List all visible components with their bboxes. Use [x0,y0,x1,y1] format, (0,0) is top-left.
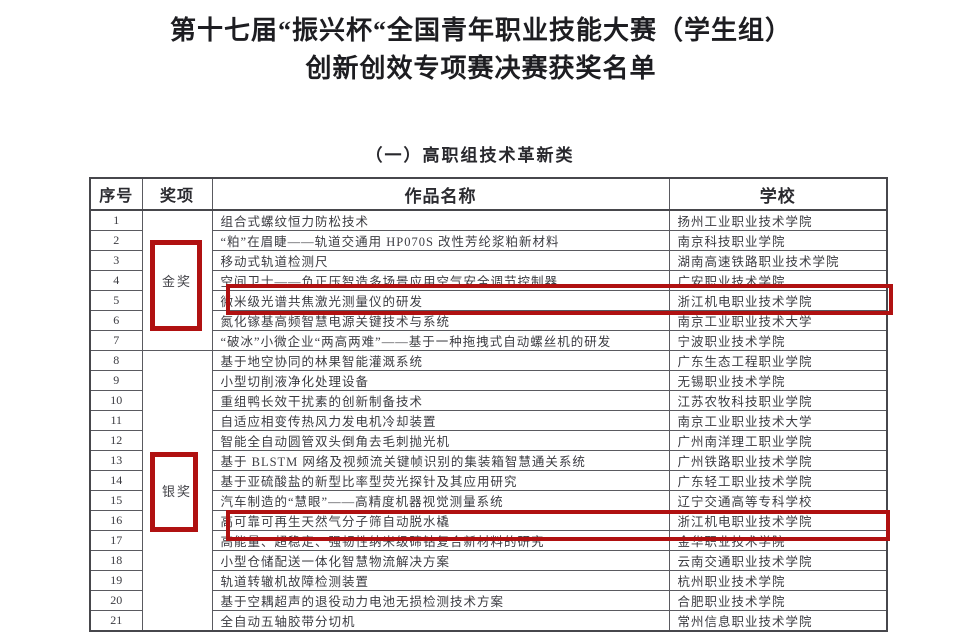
work-name-cell: 高能量、超稳定、强韧性纳米级碲钴复合新材料的研究 [211,530,670,551]
document-title: 第十七届“振兴杯“全国青年职业技能大赛（学生组） 创新创效专项赛决赛获奖名单 [0,12,962,88]
work-name-cell: 小型仓储配送一体化智慧物流解决方案 [211,550,670,571]
row-number-cell: 1 [89,209,143,231]
row-number-cell: 7 [89,330,143,351]
work-name-cell: 微米级光谱共焦激光测量仪的研发 [211,290,670,311]
work-name-cell: 自适应相变传热风力发电机冷却装置 [211,410,670,431]
school-cell: 扬州工业职业技术学院 [668,209,888,231]
work-name-cell: 小型切削液净化处理设备 [211,370,670,391]
school-cell: 广安职业技术学院 [668,270,888,291]
table-row: 2 “粕”在眉睫——轨道交通用 HP070S 改性芳纶浆粕新材料 南京科技职业学院 [89,230,888,251]
section-heading: （一）高职组技术革新类 [365,146,575,165]
school-cell: 广州南洋理工职业学院 [668,430,888,451]
row-number-cell: 5 [89,290,143,311]
school-cell: 宁波职业技术学院 [668,330,888,351]
school-cell: 湖南高速铁路职业技术学院 [668,250,888,271]
work-name-cell: “粕”在眉睫——轨道交通用 HP070S 改性芳纶浆粕新材料 [211,230,670,251]
school-cell: 浙江机电职业技术学院 [668,510,888,531]
work-name-cell: 基于地空协同的林果智能灌溉系统 [211,350,670,371]
table-row: 19 轨道转辙机故障检测装置 杭州职业技术学院 [89,570,888,591]
school-cell: 辽宁交通高等专科学校 [668,490,888,511]
row-number-cell: 4 [89,270,143,291]
table-row: 10 重组鸭长效干扰素的创新制备技术 江苏农牧科技职业学院 [89,390,888,411]
school-cell: 金华职业技术学院 [668,530,888,551]
table-row: 12 智能全自动圆管双头倒角去毛刺抛光机 广州南洋理工职业学院 [89,430,888,451]
work-name-cell: 空间卫士——负正压智造多场景应用空气安全调节控制器 [211,270,670,291]
work-name-cell: 组合式螺纹恒力防松技术 [211,209,670,231]
row-number-cell: 10 [89,390,143,411]
table-row: 9 小型切削液净化处理设备 无锡职业技术学院 [89,370,888,391]
work-name-cell: 高可靠可再生天然气分子筛自动脱水橇 [211,510,670,531]
column-header-work-name: 作品名称 [211,177,670,211]
school-cell: 杭州职业技术学院 [668,570,888,591]
table-row: 20 基于空耦超声的退役动力电池无损检测技术方案 合肥职业技术学院 [89,590,888,611]
school-cell: 常州信息职业技术学院 [668,610,888,632]
awards-table-body: 1 金奖 组合式螺纹恒力防松技术 扬州工业职业技术学院 2 “粕”在眉睫——轨道交通用 H… [89,209,888,632]
row-number-cell: 21 [89,610,143,632]
school-cell: 南京工业职业技术大学 [668,410,888,431]
work-name-cell: 基于空耦超声的退役动力电池无损检测技术方案 [211,590,670,611]
table-row: 21 全自动五轴胶带分切机 常州信息职业技术学院 [89,610,888,632]
work-name-cell: 基于 BLSTM 网络及视频流关键帧识别的集装箱智慧通关系统 [211,450,670,471]
row-number-cell: 8 [89,350,143,371]
header-row: 序号 奖项 作品名称 学校 [89,177,888,211]
document-title-line2: 创新创效专项赛决赛获奖名单 [305,54,657,83]
school-cell: 广东生态工程职业学院 [668,350,888,371]
table-row: 13 基于 BLSTM 网络及视频流关键帧识别的集装箱智慧通关系统 广州铁路职业技术… [89,450,888,471]
table-row: 1 金奖 组合式螺纹恒力防松技术 扬州工业职业技术学院 [89,209,888,351]
row-number-cell: 14 [89,470,143,491]
column-header-number: 序号 [89,177,143,211]
table-row: 14 基于亚硫酸盐的新型比率型荧光探针及其应用研究 广东轻工职业技术学院 [89,470,888,491]
school-cell: 云南交通职业技术学院 [668,550,888,571]
table-row: 11 自适应相变传热风力发电机冷却装置 南京工业职业技术大学 [89,410,888,431]
row-number-cell: 6 [89,310,143,331]
row-number-cell: 9 [89,370,143,391]
school-cell: 浙江机电职业技术学院 [668,290,888,311]
work-name-cell: 全自动五轴胶带分切机 [211,610,670,632]
work-name-cell: 重组鸭长效干扰素的创新制备技术 [211,390,670,411]
work-name-cell: 基于亚硫酸盐的新型比率型荧光探针及其应用研究 [211,470,670,491]
work-name-cell: 汽车制造的“慧眼”——高精度机器视觉测量系统 [211,490,670,511]
row-number-cell: 16 [89,510,143,531]
work-name-cell: 移动式轨道检测尺 [211,250,670,271]
awards-table: 序号 奖项 作品名称 学校 1 金奖 组合式螺纹恒力防松技术 扬州工业职业技术学院 2 “… [89,177,888,632]
column-header-school: 学校 [668,177,888,211]
table-row: 3 移动式轨道检测尺 湖南高速铁路职业技术学院 [89,250,888,271]
awards-table-header: 序号 奖项 作品名称 学校 [89,177,888,211]
document-title-line1: 第十七届“振兴杯“全国青年职业技能大赛（学生组） [169,16,792,45]
row-number-cell: 17 [89,530,143,551]
school-cell: 合肥职业技术学院 [668,590,888,611]
award-cell: 金奖 [141,209,213,351]
table-row: 8 银奖 基于地空协同的林果智能灌溉系统 广东生态工程职业学院 [89,350,888,632]
row-number-cell: 15 [89,490,143,511]
award-cell: 银奖 [141,350,213,632]
row-number-cell: 20 [89,590,143,611]
table-row: 7 “破冰”小微企业“两高两难”——基于一种拖拽式自动螺丝机的研发 宁波职业技术学院 [89,330,888,351]
row-number-cell: 12 [89,430,143,451]
row-number-cell: 2 [89,230,143,251]
row-number-cell: 18 [89,550,143,571]
school-cell: 广东轻工职业技术学院 [668,470,888,491]
column-header-award: 奖项 [141,177,213,211]
table-row: 15 汽车制造的“慧眼”——高精度机器视觉测量系统 辽宁交通高等专科学校 [89,490,888,511]
table-row: 6 氮化镓基高频智慧电源关键技术与系统 南京工业职业技术大学 [89,310,888,331]
row-number-cell: 13 [89,450,143,471]
school-cell: 南京工业职业技术大学 [668,310,888,331]
work-name-cell: 轨道转辙机故障检测装置 [211,570,670,591]
work-name-cell: “破冰”小微企业“两高两难”——基于一种拖拽式自动螺丝机的研发 [211,330,670,351]
row-number-cell: 3 [89,250,143,271]
school-cell: 南京科技职业学院 [668,230,888,251]
row-number-cell: 11 [89,410,143,431]
work-name-cell: 氮化镓基高频智慧电源关键技术与系统 [211,310,670,331]
table-row: 16 高可靠可再生天然气分子筛自动脱水橇 浙江机电职业技术学院 [89,510,888,531]
school-cell: 无锡职业技术学院 [668,370,888,391]
work-name-cell: 智能全自动圆管双头倒角去毛刺抛光机 [211,430,670,451]
row-number-cell: 19 [89,570,143,591]
school-cell: 广州铁路职业技术学院 [668,450,888,471]
school-cell: 江苏农牧科技职业学院 [668,390,888,411]
